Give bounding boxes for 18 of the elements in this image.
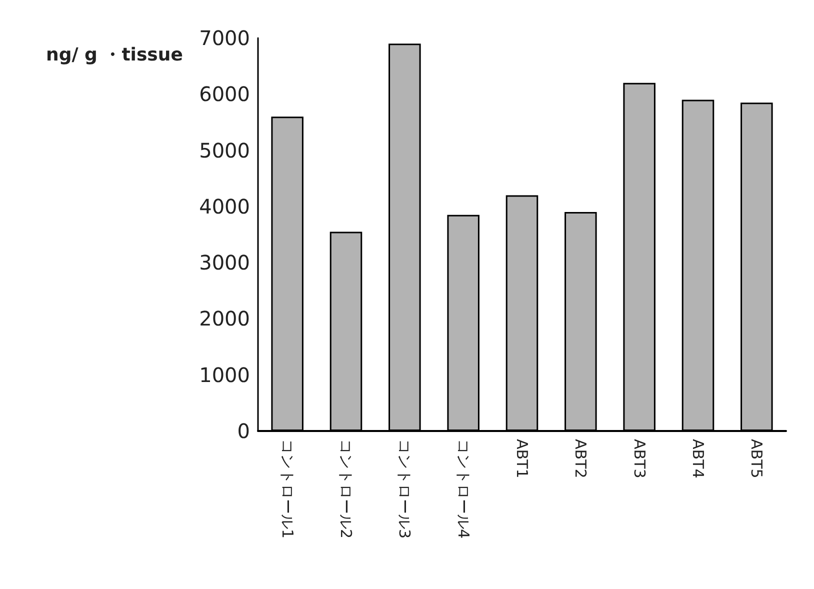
x-tick-label: ABT4	[689, 439, 707, 478]
x-tick-label: コントロール3	[396, 439, 414, 539]
x-tick-label: ABT3	[630, 439, 648, 478]
x-tick-label: ABT2	[572, 439, 590, 478]
x-tick-label: コントロール1	[278, 439, 296, 539]
x-tick-label: コントロール2	[337, 439, 355, 539]
x-tick-label: ABT1	[513, 439, 531, 478]
y-tick-label: 3000	[199, 250, 250, 275]
y-tick-label: 1000	[199, 362, 250, 387]
y-tick-label: 7000	[199, 26, 250, 50]
y-tick-label: 4000	[199, 194, 250, 218]
x-tick-label: ABT5	[748, 439, 766, 478]
y-tick-label: 5000	[199, 138, 250, 162]
y-tick-label: 0	[237, 419, 250, 443]
x-tick-label: コントロール4	[454, 439, 472, 539]
y-tick-label: 2000	[199, 306, 250, 331]
y-axis-title: ng/ g ・tissue	[46, 44, 183, 66]
y-tick-label: 6000	[199, 82, 250, 106]
